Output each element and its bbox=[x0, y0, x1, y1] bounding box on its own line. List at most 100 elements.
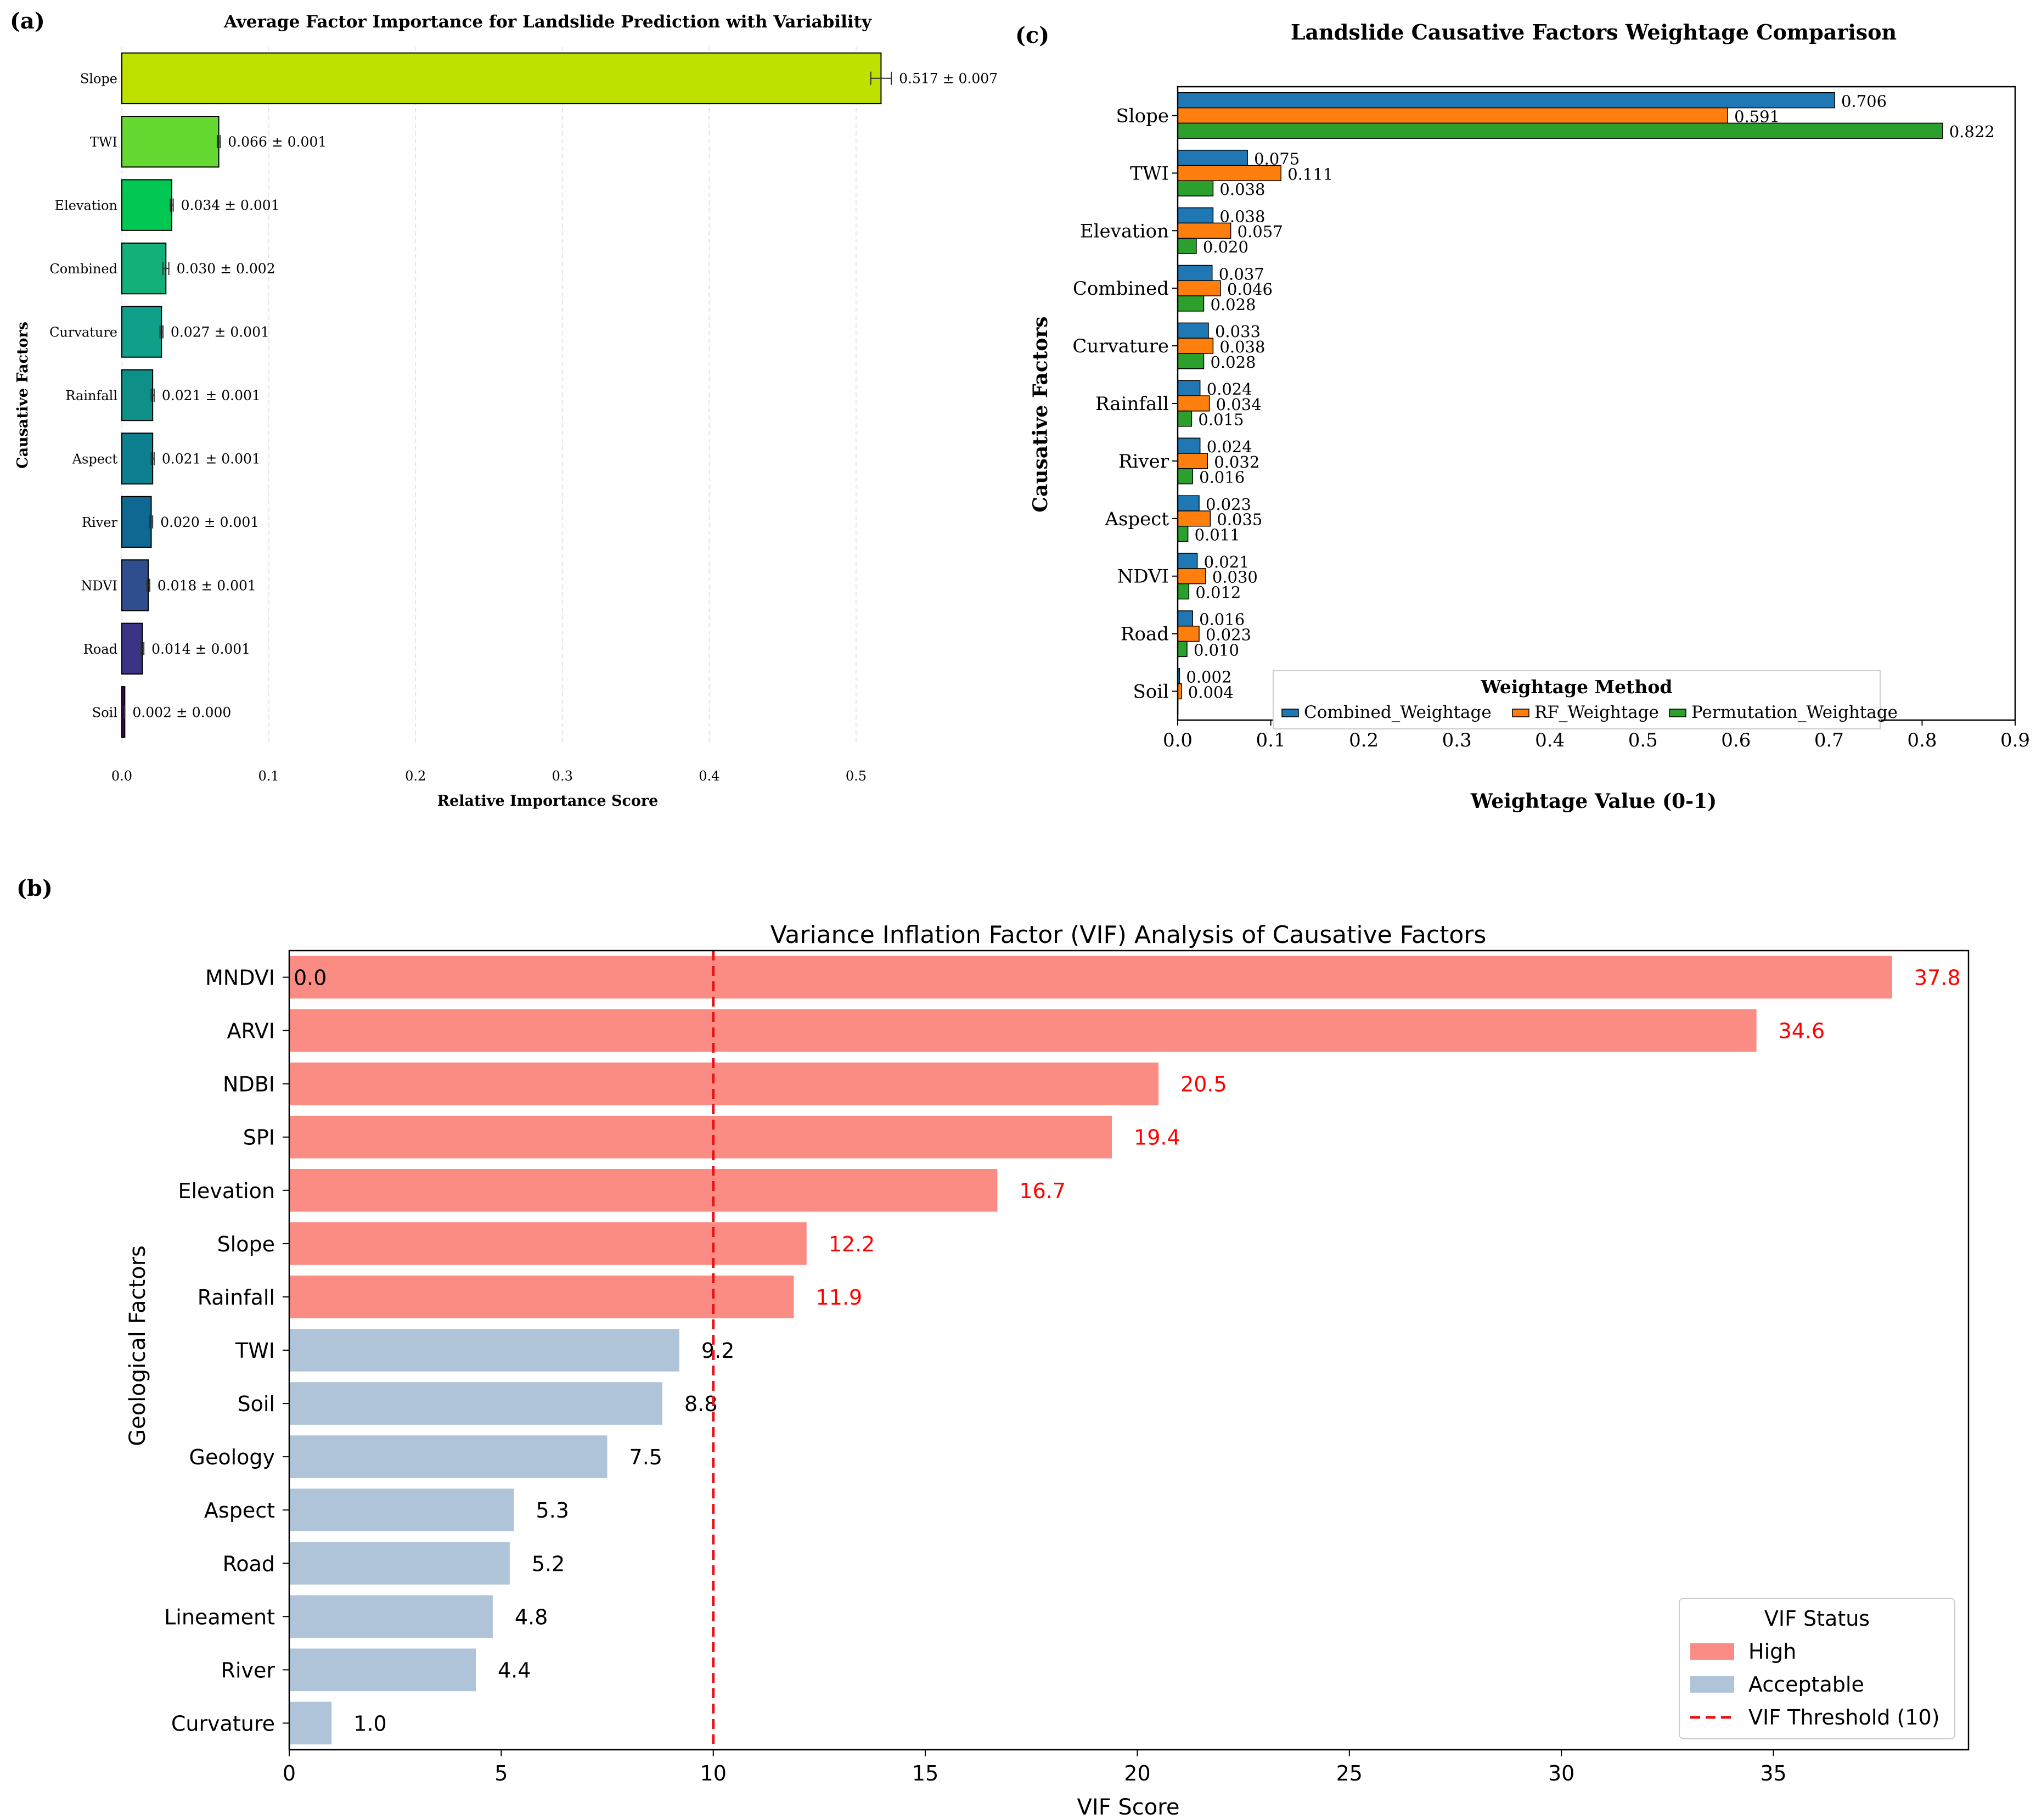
chart-b-ytick-label: NDBI bbox=[223, 1072, 275, 1097]
chart-a-data-label: 0.034 ± 0.001 bbox=[181, 198, 280, 214]
chart-a-bar-elevation bbox=[121, 179, 172, 231]
chart-b-data-label: 7.5 bbox=[629, 1445, 662, 1469]
chart-b-bar-twi bbox=[289, 1329, 679, 1372]
chart-c-legend-label: RF_Weightage bbox=[1534, 703, 1659, 722]
chart-c-xtick-label: 0.9 bbox=[2000, 729, 2030, 751]
chart-c-bar-combined-permutation-weightage bbox=[1177, 295, 1205, 312]
chart-b-legend-label: VIF Threshold (10) bbox=[1748, 1705, 1940, 1729]
chart-b-bar-mndvi bbox=[289, 956, 1892, 999]
chart-c-bar-ndvi-permutation-weightage bbox=[1177, 583, 1190, 600]
chart-b-data-label: 12.2 bbox=[829, 1232, 875, 1256]
chart-b-ytick-label: Soil bbox=[238, 1392, 275, 1416]
chart-a-xtick-label: 0.2 bbox=[405, 768, 426, 784]
chart-b-bar-spi bbox=[289, 1115, 1112, 1159]
chart-a-ytick-label: TWI bbox=[90, 134, 117, 150]
chart-c-bar-curvature-rf-weightage bbox=[1177, 338, 1214, 354]
chart-a-bar-aspect bbox=[121, 432, 154, 485]
chart-a-data-label: 0.066 ± 0.001 bbox=[228, 134, 327, 150]
chart-c-ylabel: Causative Factors bbox=[1029, 316, 1052, 512]
chart-c-data-label: 0.021 bbox=[1204, 553, 1250, 571]
chart-b-ylabel: Geological Factors bbox=[125, 1245, 150, 1446]
chart-b-ytick-label: SPI bbox=[243, 1126, 275, 1150]
chart-c-xtick-label: 0.7 bbox=[1814, 729, 1844, 751]
chart-c-data-label: 0.038 bbox=[1219, 180, 1265, 199]
chart-b-data-label: 5.3 bbox=[536, 1498, 569, 1523]
chart-c-bar-slope-permutation-weightage bbox=[1177, 122, 1943, 139]
chart-c-bar-elevation-permutation-weightage bbox=[1177, 238, 1197, 254]
chart-b-data-label: 11.9 bbox=[816, 1285, 863, 1310]
chart-a-xtick-label: 0.5 bbox=[846, 768, 867, 784]
chart-c-data-label: 0.035 bbox=[1217, 510, 1262, 529]
chart-c-bar-ndvi-combined-weightage bbox=[1177, 553, 1198, 569]
chart-a-ylabel: Causative Factors bbox=[14, 322, 31, 469]
chart-c-data-label: 0.028 bbox=[1210, 295, 1256, 314]
chart-a-xtick-label: 0.3 bbox=[552, 768, 573, 784]
chart-b-bar-road bbox=[289, 1542, 510, 1585]
chart-a-data-label: 0.517 ± 0.007 bbox=[899, 71, 998, 87]
chart-c-ytick-label: Curvature bbox=[1072, 335, 1169, 357]
chart-c-ytick-label: Road bbox=[1121, 623, 1169, 645]
chart-c-ytick-label: River bbox=[1118, 451, 1169, 473]
chart-c-ytick-label: Slope bbox=[1116, 105, 1169, 127]
chart-c-bar-aspect-rf-weightage bbox=[1177, 510, 1211, 527]
chart-b-xlabel: VIF Score bbox=[1077, 1795, 1180, 1820]
chart-b-ytick-label: Slope bbox=[217, 1232, 275, 1256]
chart-c-legend-swatch-combined-weightage bbox=[1281, 709, 1299, 717]
chart-c-bar-slope-combined-weightage bbox=[1177, 92, 1835, 109]
chart-c-bar-river-permutation-weightage bbox=[1177, 468, 1193, 485]
chart-c-data-label: 0.822 bbox=[1949, 122, 1995, 141]
chart-b-data-label: 37.8 bbox=[1914, 966, 1961, 990]
chart-b-bar-arvi bbox=[289, 1009, 1757, 1052]
chart-c-ytick-label: NDVI bbox=[1117, 566, 1169, 588]
chart-c-bar-twi-rf-weightage bbox=[1177, 165, 1281, 182]
chart-c-data-label: 0.011 bbox=[1195, 526, 1240, 544]
chart-c-data-label: 0.012 bbox=[1195, 583, 1241, 602]
chart-b-ytick-label: Rainfall bbox=[198, 1285, 275, 1310]
chart-b-data-label: 20.5 bbox=[1180, 1072, 1227, 1097]
chart-c-data-label: 0.023 bbox=[1206, 626, 1251, 644]
chart-b-data-label: 4.4 bbox=[498, 1658, 531, 1682]
chart-c-ytick-label: Soil bbox=[1133, 681, 1169, 703]
chart-b-bar-soil bbox=[289, 1382, 662, 1425]
chart-a-data-label: 0.020 ± 0.001 bbox=[160, 514, 259, 530]
chart-a-data-label: 0.014 ± 0.001 bbox=[151, 641, 250, 657]
chart-b-bar-rainfall bbox=[289, 1276, 794, 1318]
chart-b-bar-river bbox=[289, 1648, 476, 1692]
chart-c-data-label: 0.032 bbox=[1214, 453, 1259, 471]
chart-c-ytick-label: Rainfall bbox=[1095, 393, 1169, 415]
chart-c-xtick-label: 0.0 bbox=[1163, 729, 1193, 751]
chart-c-data-label: 0.010 bbox=[1194, 641, 1239, 659]
chart-a-ytick-label: Elevation bbox=[55, 198, 118, 214]
chart-c-data-label: 0.023 bbox=[1206, 495, 1251, 514]
chart-c-bar-curvature-combined-weightage bbox=[1177, 322, 1209, 339]
chart-c-bar-elevation-rf-weightage bbox=[1177, 222, 1231, 239]
chart-b-legend-swatch-high bbox=[1690, 1643, 1734, 1660]
chart-c-data-label: 0.020 bbox=[1203, 238, 1248, 256]
chart-a-ytick-label: Combined bbox=[49, 261, 117, 277]
chart-c-ytick-label: Combined bbox=[1073, 278, 1169, 300]
chart-c-bar-rainfall-combined-weightage bbox=[1177, 380, 1201, 396]
chart-a-xtick-label: 0.0 bbox=[111, 768, 132, 784]
chart-c-data-label: 0.004 bbox=[1188, 683, 1234, 701]
chart-b-data-label: 16.7 bbox=[1019, 1179, 1066, 1203]
chart-b-ytick-label: Road bbox=[223, 1552, 275, 1576]
chart-a-xtick-label: 0.1 bbox=[258, 768, 279, 784]
chart-a-ytick-label: Soil bbox=[92, 705, 117, 720]
chart-c-bar-rainfall-permutation-weightage bbox=[1177, 411, 1193, 427]
chart-c-xtick-label: 0.3 bbox=[1442, 729, 1472, 751]
chart-b-legend-label: Acceptable bbox=[1748, 1672, 1864, 1697]
chart-c-data-label: 0.034 bbox=[1216, 395, 1262, 414]
chart-a-bar-road bbox=[121, 622, 143, 675]
chart-a-xtick-label: 0.4 bbox=[699, 768, 719, 784]
chart-c-data-label: 0.111 bbox=[1287, 165, 1333, 183]
panel-label-c: (c) bbox=[1015, 23, 1049, 48]
chart-a-bar-rainfall bbox=[121, 369, 154, 422]
chart-c-ytick-label: TWI bbox=[1130, 162, 1169, 184]
chart-c-xtick-label: 0.8 bbox=[1907, 729, 1937, 751]
chart-c-bar-aspect-combined-weightage bbox=[1177, 495, 1200, 512]
chart-b-bar-elevation bbox=[289, 1169, 998, 1212]
chart-c-legend: Weightage Method Combined_Weightage RF_We… bbox=[1273, 670, 1898, 729]
chart-c-bar-elevation-combined-weightage bbox=[1177, 207, 1214, 224]
chart-c-bar-road-combined-weightage bbox=[1177, 610, 1193, 627]
